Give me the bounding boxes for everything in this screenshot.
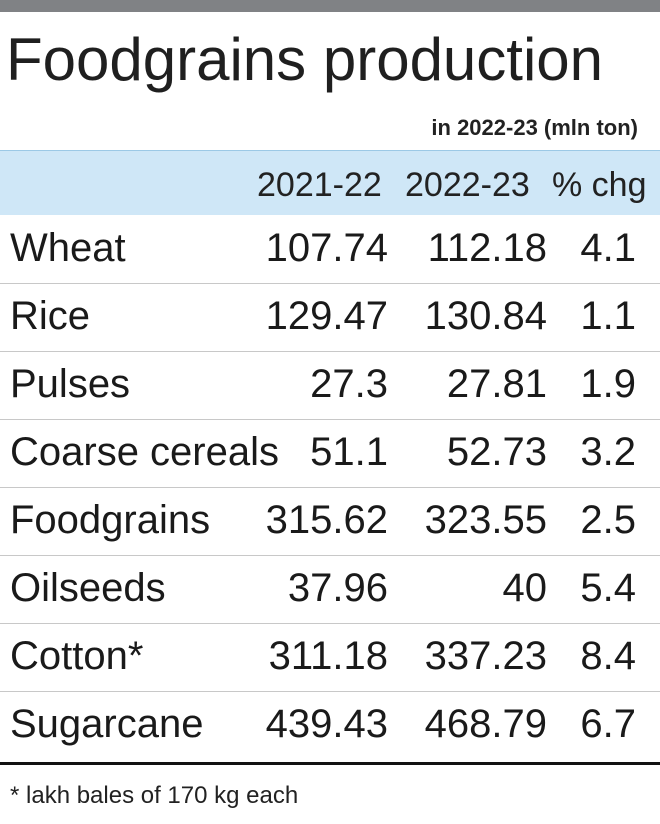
row-label: Sugarcane	[10, 702, 204, 746]
row-value-2021-22: 27.3	[310, 362, 388, 406]
row-value-2021-22: 51.1	[310, 430, 388, 474]
row-value-2021-22: 37.96	[287, 566, 388, 610]
row-label: Oilseeds	[10, 566, 166, 610]
row-label: Pulses	[10, 362, 131, 406]
row-value-2022-23: 468.79	[424, 702, 547, 746]
row-value-2021-22: 439.43	[265, 702, 388, 746]
row-value-2022-23: 130.84	[424, 294, 547, 338]
row-value-2022-23: 27.81	[446, 362, 547, 406]
row-divider	[0, 691, 660, 692]
row-value-chg: 2.5	[580, 498, 636, 542]
row-value-2021-22: 107.74	[265, 226, 388, 270]
row-value-2021-22: 311.18	[268, 634, 388, 678]
table-row: Wheat 107.74 112.18 4.1	[0, 216, 660, 284]
row-value-2022-23: 337.23	[424, 634, 547, 678]
row-value-2022-23: 52.73	[446, 430, 547, 474]
row-value-chg: 1.9	[580, 362, 636, 406]
row-value-chg: 3.2	[580, 430, 636, 474]
row-label: Coarse cereals	[10, 430, 280, 474]
column-header-2022-23: 2022-23	[405, 166, 530, 204]
table-row: Rice 129.47 130.84 1.1	[0, 284, 660, 352]
row-divider	[0, 283, 660, 284]
bottom-rule	[0, 762, 660, 765]
row-value-2022-23: 40	[502, 566, 548, 610]
row-label: Cotton*	[10, 634, 144, 678]
row-value-2022-23: 323.55	[424, 498, 547, 542]
row-value-chg: 5.4	[580, 566, 636, 610]
table-row: Coarse cereals 51.1 52.73 3.2	[0, 420, 660, 488]
row-value-chg: 6.7	[580, 702, 636, 746]
row-divider	[0, 555, 660, 556]
table-row: Sugarcane 439.43 468.79 6.7	[0, 692, 660, 760]
row-divider	[0, 351, 660, 352]
row-label: Rice	[10, 294, 91, 338]
top-bar	[0, 0, 660, 12]
column-header-pct-chg: % chg	[552, 166, 647, 204]
row-divider	[0, 487, 660, 488]
footnote: * lakh bales of 170 kg each	[10, 782, 299, 809]
row-value-chg: 1.1	[580, 294, 636, 338]
row-value-2021-22: 129.47	[265, 294, 388, 338]
table-row: Pulses 27.3 27.81 1.9	[0, 352, 660, 420]
row-label: Foodgrains	[10, 498, 211, 542]
table-row: Cotton* 311.18 337.23 8.4	[0, 624, 660, 692]
row-divider	[0, 419, 660, 420]
row-value-2022-23: 112.18	[427, 226, 547, 270]
column-header-2021-22: 2021-22	[257, 166, 382, 204]
page-subtitle: in 2022-23 (mln ton)	[431, 115, 638, 140]
row-value-chg: 8.4	[580, 634, 636, 678]
row-value-chg: 4.1	[580, 226, 636, 270]
table-row: Foodgrains 315.62 323.55 2.5	[0, 488, 660, 556]
table-header	[0, 150, 660, 215]
table-row: Oilseeds 37.96 40 5.4	[0, 556, 660, 624]
row-value-2021-22: 315.62	[265, 498, 388, 542]
page-title: Foodgrains production	[6, 26, 604, 93]
row-divider	[0, 623, 660, 624]
row-label: Wheat	[10, 226, 126, 270]
